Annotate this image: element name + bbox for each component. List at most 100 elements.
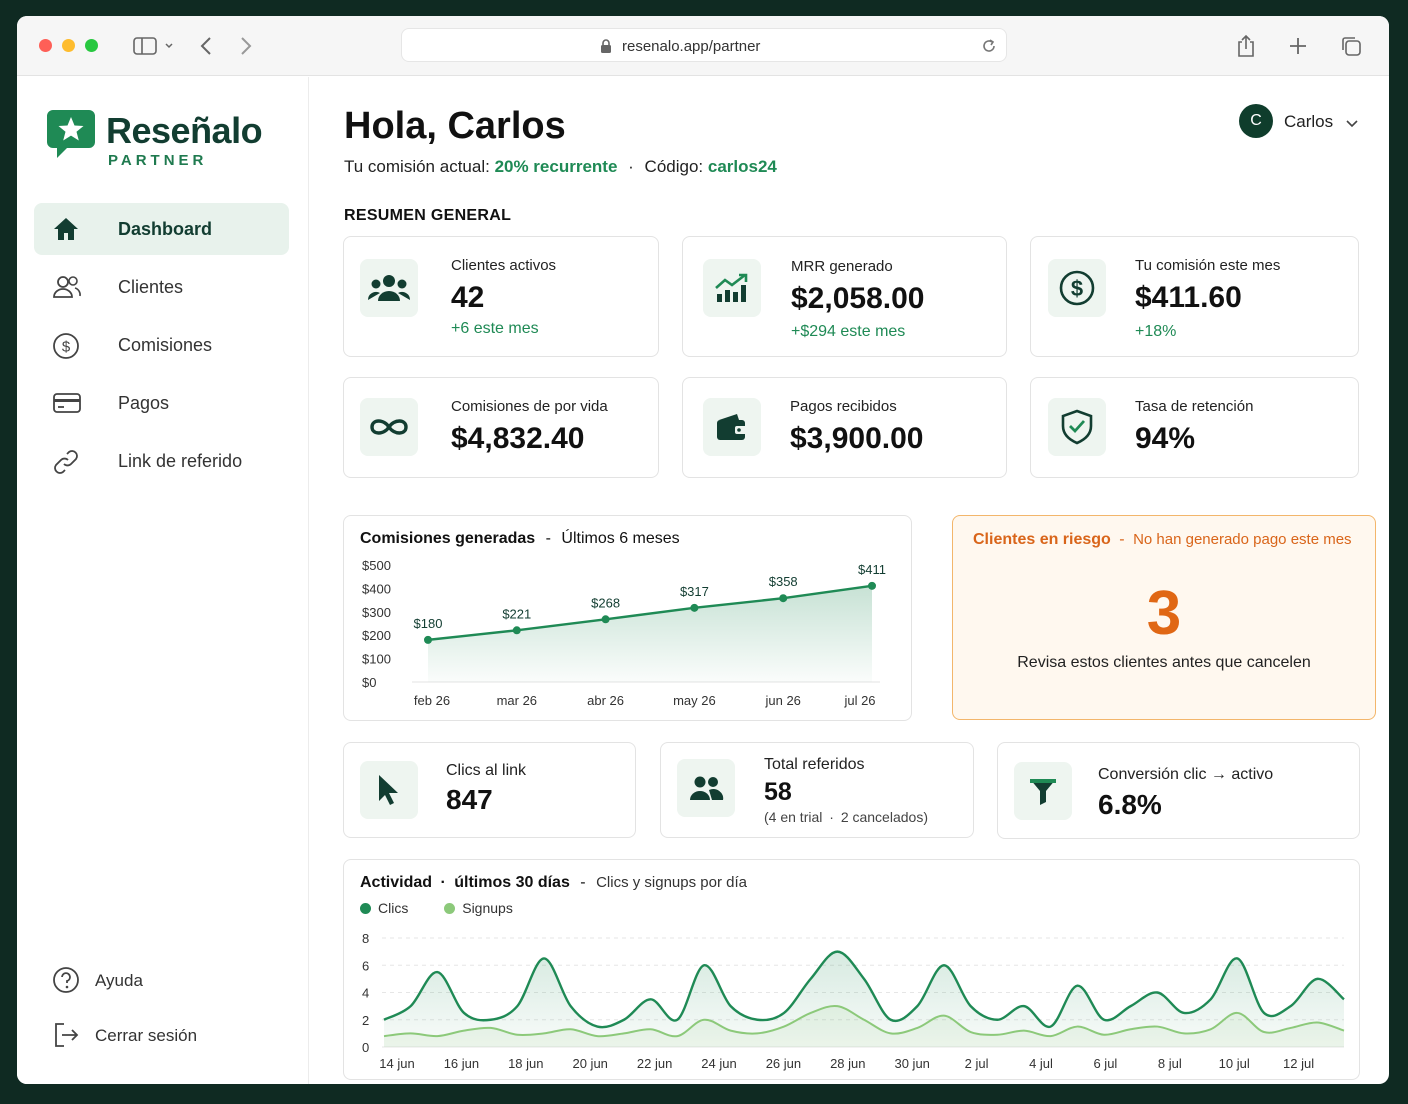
x-tick-label: 8 jul: [1158, 1056, 1182, 1071]
x-tick-label: 28 jun: [830, 1056, 865, 1071]
sidebar-item-label: Comisiones: [118, 335, 213, 355]
sidebar-item-label: Pagos: [118, 393, 170, 413]
series-line-signups: [383, 1004, 1345, 1038]
stat-label: Tu comisión este mes: [1135, 257, 1281, 274]
sidebar-item-link-referido[interactable]: Link de referido: [34, 435, 289, 487]
data-label: $411: [858, 562, 886, 577]
area-fill-clics: [384, 951, 1344, 1047]
chart-subtitle: Clics y signups por día: [596, 874, 747, 891]
metric-label: Total referidos: [764, 756, 865, 773]
x-tick-label: 12 jul: [1283, 1056, 1314, 1071]
share-icon[interactable]: [1236, 34, 1256, 63]
x-tick-label: 4 jul: [1029, 1056, 1053, 1071]
page-title: Hola, Carlos: [344, 105, 566, 147]
dollar-circle-icon: $: [52, 332, 80, 365]
data-label: $221: [502, 606, 531, 621]
link-icon: [52, 448, 80, 481]
shield-check-icon: [1048, 398, 1106, 456]
trial-note: (4 en trial: [764, 809, 823, 825]
legend-label: Clics: [378, 900, 409, 916]
section-title: RESUMEN GENERAL: [344, 207, 512, 224]
stat-value: $3,900.00: [790, 422, 924, 455]
y-tick-label: $300: [362, 605, 391, 620]
y-tick-label: 6: [362, 958, 369, 973]
new-tab-icon[interactable]: [1288, 36, 1308, 61]
y-tick-label: 2: [362, 1013, 369, 1028]
sidebar-item-clientes[interactable]: Clientes: [34, 261, 289, 313]
stat-delta: +6 este mes: [451, 320, 539, 337]
metric-card-referidos: Total referidos 58 (4 en trial · 2 cance…: [660, 742, 974, 838]
risk-card[interactable]: Clientes en riesgo - No han generado pag…: [952, 515, 1376, 720]
y-tick-label: $100: [362, 652, 391, 667]
forward-icon[interactable]: [239, 36, 253, 61]
x-tick-label: 26 jun: [766, 1056, 801, 1071]
metric-card-conversion: Conversión clic → activo 6.8%: [997, 742, 1360, 839]
cancelled-note: 2 cancelados): [840, 809, 928, 825]
stat-value: $4,832.40: [451, 422, 585, 455]
minimize-window-button[interactable]: [62, 39, 75, 52]
tabs-overview-icon[interactable]: [1340, 35, 1362, 62]
stat-value: 94%: [1135, 422, 1196, 455]
legend-item-signups[interactable]: Signups: [444, 900, 513, 916]
legend-label: Signups: [462, 900, 513, 916]
stat-delta: +$294 este mes: [791, 323, 906, 340]
x-tick-label: mar 26: [497, 693, 537, 708]
stat-card-retencion: Tasa de retención 94%: [1030, 377, 1359, 478]
y-tick-label: 0: [362, 1040, 369, 1055]
chart-title: Actividad · últimos 30 días - Clics y si…: [360, 874, 747, 892]
risk-subtitle: No han generado pago este mes: [1133, 531, 1352, 548]
data-label: $358: [769, 574, 798, 589]
credit-card-icon: [52, 390, 82, 421]
y-tick-label: 8: [362, 931, 369, 946]
sidebar-item-dashboard[interactable]: Dashboard: [34, 203, 289, 255]
commission-summary: Tu comisión actual: 20% recurrente · Cód…: [344, 157, 777, 177]
legend-swatch: [360, 903, 371, 914]
title-dot: ·: [440, 874, 446, 891]
stat-card-comision-mes: $ Tu comisión este mes $411.60 +18%: [1030, 236, 1359, 357]
user-menu[interactable]: C Carlos: [1239, 104, 1359, 138]
help-circle-icon: [52, 966, 80, 999]
svg-text:$: $: [62, 339, 71, 356]
x-tick-label: jul 26: [843, 693, 875, 708]
reload-icon[interactable]: [980, 37, 998, 60]
sidebar-toggle-icon[interactable]: [133, 36, 173, 61]
metric-label: Clics al link: [446, 762, 527, 779]
commissions-chart: $500 $400 $300 $200 $100 $0 $180 feb 26 $221 mar …: [362, 558, 886, 708]
x-tick-label: 22 jun: [637, 1056, 672, 1071]
stat-card-mrr: MRR generado $2,058.00 +$294 este mes: [682, 236, 1007, 357]
help-label: Ayuda: [95, 971, 143, 990]
stat-card-clientes-activos: Clientes activos 42 +6 este mes: [343, 236, 659, 357]
x-tick-label: 6 jul: [1093, 1056, 1117, 1071]
sidebar-item-comisiones[interactable]: $ Comisiones: [34, 319, 289, 371]
metric-value: 6.8%: [1098, 789, 1162, 820]
x-tick-label: 20 jun: [572, 1056, 607, 1071]
back-icon[interactable]: [199, 36, 213, 61]
infinity-icon: [360, 398, 418, 456]
activity-chart: 8 6 4 2 0 14 jun 16 jun 18 jun 20 jun 22 jun 24 ju…: [362, 931, 1345, 1071]
area-fill: [428, 585, 872, 682]
stat-label: MRR generado: [791, 258, 893, 275]
legend-item-clics[interactable]: Clics: [360, 900, 408, 916]
cursor-icon: [360, 761, 418, 819]
chevron-down-icon: [1345, 116, 1359, 134]
referral-code: carlos24: [707, 157, 777, 176]
commission-value: 20% recurrente: [494, 157, 618, 176]
main-content: Hola, Carlos Tu comisión actual: 20% rec…: [310, 77, 1389, 1084]
y-tick-label: $0: [362, 675, 376, 690]
risk-count: 3: [1146, 579, 1182, 648]
maximize-window-button[interactable]: [85, 39, 98, 52]
sidebar-item-pagos[interactable]: Pagos: [34, 377, 289, 429]
x-tick-label: may 26: [673, 693, 716, 708]
series-line-clics: [383, 950, 1345, 1029]
address-bar[interactable]: resenalo.app/partner: [401, 28, 1007, 62]
data-label: $317: [680, 584, 709, 599]
wallet-icon: [703, 398, 761, 456]
stat-value: $2,058.00: [791, 282, 925, 315]
x-tick-label: 14 jun: [379, 1056, 414, 1071]
risk-title-dash: -: [1119, 531, 1125, 548]
data-point: [512, 626, 521, 635]
chart-subtitle: Últimos 6 meses: [561, 530, 680, 547]
star-bubble-icon: [45, 108, 97, 165]
title-dash: -: [580, 874, 586, 891]
close-window-button[interactable]: [39, 39, 52, 52]
